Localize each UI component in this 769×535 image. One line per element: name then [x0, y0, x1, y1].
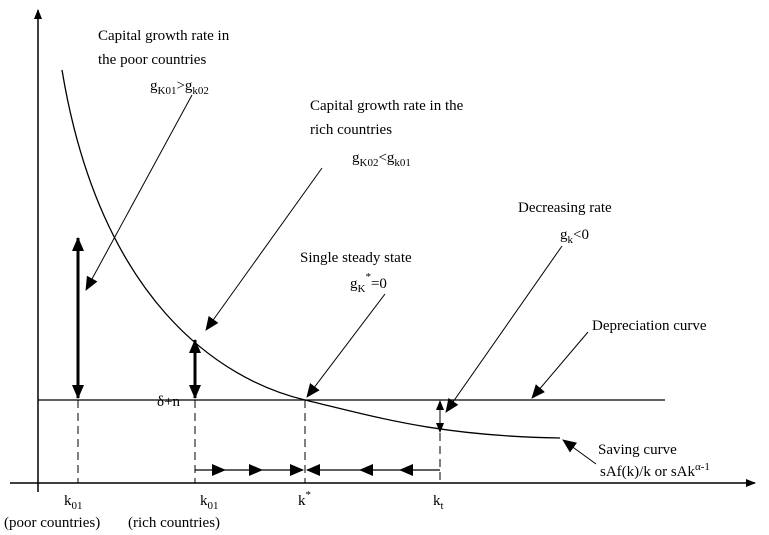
- axis-label: (poor countries): [4, 515, 100, 531]
- superscript: α-1: [695, 461, 710, 473]
- formula: gK02<gk01: [352, 150, 411, 169]
- formula-part: g: [560, 227, 568, 243]
- axis-label: k*: [298, 489, 311, 509]
- annotation: Capital growth rate in the: [310, 98, 464, 114]
- saving-curve: [61, 69, 561, 439]
- k-symbol: k: [64, 493, 72, 509]
- formula: gK*=0: [350, 271, 387, 295]
- superscript: *: [306, 489, 312, 501]
- formula: sAf(k)/k or sAkα-1: [600, 461, 710, 480]
- axis-label: k01: [200, 493, 219, 512]
- annotation: the poor countries: [98, 52, 206, 68]
- formula-part: g: [350, 276, 358, 292]
- formula-part: >g: [176, 78, 192, 94]
- formula: gk<0: [560, 227, 589, 246]
- formula-part: =0: [371, 276, 387, 292]
- subscript: t: [441, 500, 444, 512]
- dashed-guides: [77, 400, 441, 483]
- formula-part: <0: [573, 227, 589, 243]
- formula-part: <g: [378, 150, 394, 166]
- axis-label: kt: [433, 493, 444, 512]
- k-symbol: k: [200, 493, 208, 509]
- axis-label: (rich countries): [128, 515, 220, 531]
- annotation: Decreasing rate: [518, 200, 612, 216]
- superscript: *: [365, 271, 371, 283]
- axis-label: δ+n: [157, 394, 181, 410]
- annotation: Capital growth rate in: [98, 28, 230, 44]
- subscript: K01: [158, 85, 177, 97]
- annotation: rich countries: [310, 122, 392, 138]
- subscript: 01: [72, 500, 83, 512]
- drawing: [10, 9, 756, 492]
- annotation: Saving curve: [598, 442, 677, 458]
- subscript: K02: [360, 157, 379, 169]
- subscript: k01: [394, 157, 411, 169]
- formula-part: sAf(k)/k or sAk: [600, 464, 695, 480]
- subscript: K: [358, 283, 366, 295]
- subscript: k: [568, 234, 574, 246]
- annotation: Single steady state: [300, 250, 412, 266]
- k-symbol: k: [433, 493, 441, 509]
- formula-part: g: [150, 78, 158, 94]
- subscript: 01: [208, 500, 219, 512]
- formula-part: g: [352, 150, 360, 166]
- formula: gK01>gk02: [150, 78, 209, 97]
- annotation: Depreciation curve: [592, 318, 707, 334]
- subscript: k02: [192, 85, 209, 97]
- pointer-arrows: [85, 94, 597, 465]
- k-symbol: k: [298, 493, 306, 509]
- axis-label: k01: [64, 493, 83, 512]
